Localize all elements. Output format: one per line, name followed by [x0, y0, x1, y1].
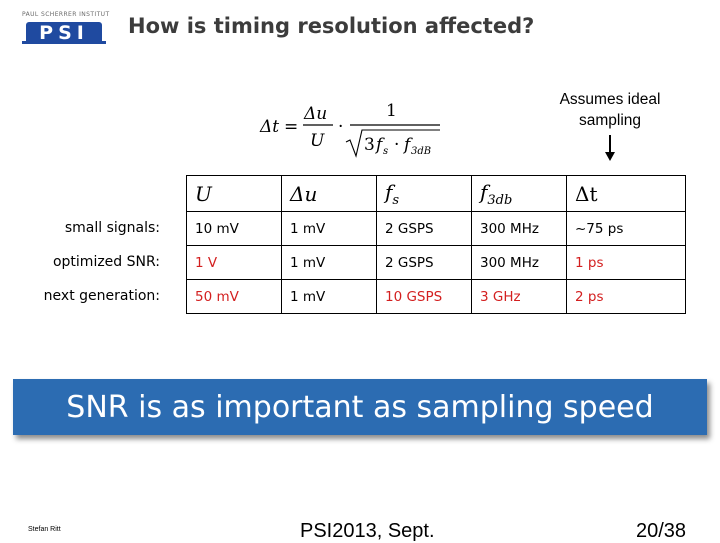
cell-noise: 1 mV: [281, 245, 377, 280]
row-label-optimized-snr: optimized SNR:: [52, 254, 160, 270]
header-bandwidth-f: f: [480, 179, 488, 204]
cell-timing: 2 ps: [566, 279, 686, 314]
psi-logo: PAUL SCHERRER INSTITUT PSI: [22, 11, 110, 49]
logo-text: PSI: [39, 22, 89, 44]
formula-f3db-sub: 3dB: [411, 146, 431, 157]
footer-author: Stefan Ritt: [28, 526, 61, 533]
assumption-note-line2: sampling: [578, 112, 642, 129]
header-sampling-f: f: [385, 179, 393, 204]
formula-numerator: Δu: [303, 104, 327, 124]
conclusion-text: SNR is as important as sampling speed: [66, 389, 654, 425]
slide-title: How is timing resolution affected?: [128, 14, 535, 38]
row-label-small-signals: small signals:: [64, 220, 160, 236]
resolution-table: U Δu fs f3db Δt 10 mV 1 mV 2 GSPS 300 MH…: [186, 175, 686, 314]
cell-noise: 1 mV: [281, 211, 377, 246]
header-noise: Δu: [281, 175, 377, 212]
header-sampling-sub: s: [392, 192, 400, 208]
cell-sampling: 10 GSPS: [376, 279, 472, 314]
cell-timing: ~75 ps: [566, 211, 686, 246]
footer-conference: PSI2013, Sept.: [300, 520, 435, 542]
header-bandwidth-sub: 3db: [487, 192, 513, 208]
formula-one: 1: [386, 101, 397, 121]
table-row: 10 mV 1 mV 2 GSPS 300 MHz ~75 ps: [186, 211, 686, 246]
timing-formula: Δt = Δu U · 1 3 f s · f 3dB: [258, 92, 448, 164]
formula-denominator: U: [310, 131, 325, 151]
cell-noise: 1 mV: [281, 279, 377, 314]
svg-text:·: ·: [338, 117, 343, 137]
footer-page-number: 20/38: [636, 520, 687, 542]
cell-sampling: 2 GSPS: [376, 211, 472, 246]
logo-underline: [22, 41, 106, 44]
arrow-head-icon: [605, 152, 615, 161]
cell-amplitude: 10 mV: [186, 211, 282, 246]
assumption-note: Assumes ideal sampling: [540, 89, 680, 131]
formula-fs: f: [374, 135, 385, 155]
table-row: 50 mV 1 mV 10 GSPS 3 GHz 2 ps: [186, 279, 686, 314]
header-bandwidth: f3db: [471, 175, 567, 212]
cell-bandwidth: 300 MHz: [471, 211, 567, 246]
assumption-note-line1: Assumes ideal: [559, 91, 661, 108]
logo-mark: PSI: [26, 22, 102, 44]
header-timing: Δt: [566, 175, 686, 212]
header-noise-text: Δu: [290, 181, 318, 206]
header-sampling: fs: [376, 175, 472, 212]
header-amplitude: U: [186, 175, 282, 212]
formula-root-three: 3: [364, 135, 375, 155]
svg-text:=: =: [284, 117, 298, 137]
formula-lhs: Δt: [259, 117, 279, 137]
cell-amplitude: 50 mV: [186, 279, 282, 314]
conclusion-banner: SNR is as important as sampling speed: [13, 379, 707, 435]
cell-timing: 1 ps: [566, 245, 686, 280]
svg-text:·: ·: [394, 135, 399, 155]
row-label-next-generation: next generation:: [43, 288, 160, 304]
logo-institute-name: PAUL SCHERRER INSTITUT: [22, 11, 110, 18]
down-arrow-icon: [609, 135, 611, 155]
cell-sampling: 2 GSPS: [376, 245, 472, 280]
table-header-row: U Δu fs f3db Δt: [186, 175, 686, 212]
cell-amplitude: 1 V: [186, 245, 282, 280]
cell-bandwidth: 3 GHz: [471, 279, 567, 314]
cell-bandwidth: 300 MHz: [471, 245, 567, 280]
formula-fs-sub: s: [383, 146, 388, 157]
table-row: 1 V 1 mV 2 GSPS 300 MHz 1 ps: [186, 245, 686, 280]
formula-f3db: f: [402, 135, 413, 155]
